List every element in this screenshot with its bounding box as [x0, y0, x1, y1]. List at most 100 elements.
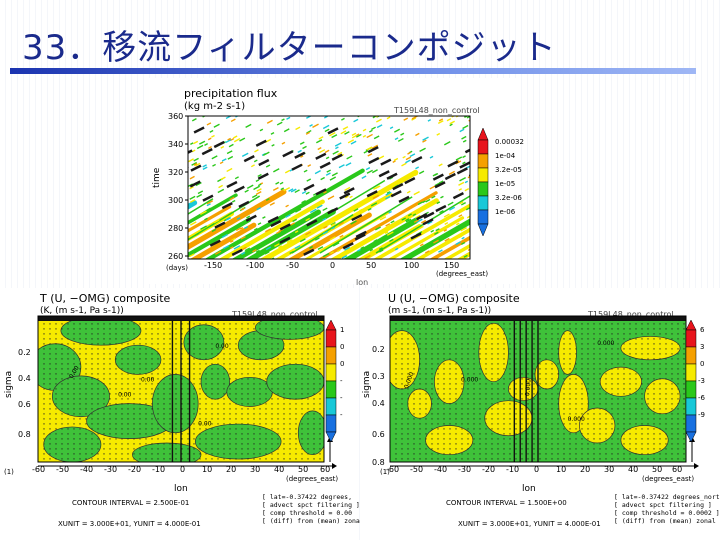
precip-speck	[226, 167, 233, 173]
precip-speck	[265, 246, 272, 251]
right-xtick: 40	[628, 465, 639, 474]
contour-label: 0.000	[568, 416, 585, 423]
advection-dash	[404, 177, 416, 185]
precip-speck	[228, 143, 234, 148]
advection-dash	[411, 155, 423, 164]
precip-speck	[394, 137, 399, 141]
precip-streak	[429, 235, 470, 259]
left-ytick: 0.2	[18, 348, 31, 357]
precip-speck	[384, 224, 391, 230]
advection-dash	[416, 212, 428, 221]
precip-speck	[459, 177, 466, 182]
left-note-line: [ lat=-0.37422 degrees,	[262, 493, 353, 501]
precip-speck	[360, 246, 365, 250]
precip-speck	[373, 135, 380, 140]
advection-dash	[422, 218, 434, 226]
advection-dash	[166, 158, 176, 163]
precip-speck	[264, 251, 270, 255]
top-plot-frame	[187, 115, 471, 260]
precip-streak	[373, 203, 470, 259]
left-xtick: -40	[80, 465, 94, 474]
precip-speck	[225, 217, 232, 221]
precip-speck	[330, 251, 334, 255]
precip-speck	[299, 141, 305, 145]
left-ytick: 0.8	[18, 430, 31, 439]
precip-speck	[240, 235, 246, 240]
precip-streak	[189, 222, 257, 259]
precip-speck	[314, 170, 321, 175]
precip-speck	[233, 135, 238, 139]
precip-speck	[208, 223, 215, 228]
precip-speck	[191, 161, 198, 166]
precip-speck	[317, 246, 324, 250]
precip-speck	[367, 207, 372, 211]
title-underline	[10, 68, 696, 74]
advection-dash	[327, 127, 339, 135]
precip-speck	[307, 164, 312, 167]
precip-speck	[350, 140, 357, 145]
precip-speck	[420, 225, 424, 229]
advection-dash	[213, 140, 225, 149]
top-legend-label: 1e-04	[495, 152, 516, 160]
contour-region	[478, 322, 509, 383]
precip-speck	[407, 151, 411, 155]
precip-speck	[275, 181, 280, 185]
precip-speck	[332, 150, 339, 155]
left-xtick: -50	[56, 465, 70, 474]
precip-speck	[365, 167, 371, 171]
precip-speck	[455, 116, 461, 118]
precip-speck	[369, 248, 374, 252]
right-xtick: 30	[604, 465, 615, 474]
advection-dash	[270, 219, 282, 228]
advection-dash	[209, 239, 221, 247]
right-xtick: 60	[672, 465, 683, 474]
precip-streak	[188, 205, 232, 233]
top-xtick: 50	[366, 261, 377, 270]
advection-dash	[315, 152, 327, 160]
precip-speck	[239, 137, 246, 142]
slide-title: 33．移流フィルターコンポジット	[22, 28, 557, 68]
precip-speck	[324, 149, 330, 154]
advection-dash	[202, 194, 214, 202]
precip-speck	[309, 245, 314, 249]
top-colorbar-swatch	[477, 181, 489, 197]
precip-speck	[250, 164, 255, 168]
precip-speck	[301, 199, 307, 204]
precip-speck	[255, 191, 262, 195]
precip-speck	[221, 233, 228, 239]
precip-speck	[202, 166, 208, 171]
precip-speck	[325, 172, 331, 176]
right-xtick: -40	[434, 465, 448, 474]
precip-speck	[346, 155, 353, 160]
advection-dash	[306, 219, 318, 227]
top-ytick: 260	[168, 252, 184, 261]
precip-streak	[249, 211, 317, 254]
precip-speck	[200, 225, 207, 230]
precip-speck	[209, 129, 214, 133]
precip-speck	[376, 118, 382, 123]
precip-speck	[366, 133, 373, 139]
colorbar-swatch	[685, 329, 697, 348]
precip-speck	[443, 228, 448, 232]
precip-speck	[403, 117, 409, 121]
precip-speck	[462, 155, 466, 159]
advection-dash	[434, 181, 446, 189]
precip-speck	[378, 247, 383, 251]
precip-speck	[245, 123, 252, 128]
precip-speck	[235, 227, 242, 232]
precip-speck	[461, 241, 466, 246]
top-colorbar-top-arrow	[477, 127, 489, 141]
precip-speck	[305, 131, 311, 135]
right-legend-label: -6	[698, 394, 705, 402]
left-xunit-yunit: XUNIT = 3.000E+01, YUNIT = 4.000E-01	[58, 520, 201, 528]
precip-speck	[405, 159, 411, 164]
contour-label: 0.00	[141, 377, 155, 384]
precip-speck	[197, 190, 204, 195]
precip-speck	[341, 254, 348, 259]
precip-speck	[261, 248, 266, 252]
precip-speck	[412, 219, 416, 223]
precip-speck	[319, 149, 326, 154]
contour-label: 0.000	[597, 340, 614, 347]
contour-region	[579, 407, 616, 444]
precip-speck	[460, 227, 467, 232]
